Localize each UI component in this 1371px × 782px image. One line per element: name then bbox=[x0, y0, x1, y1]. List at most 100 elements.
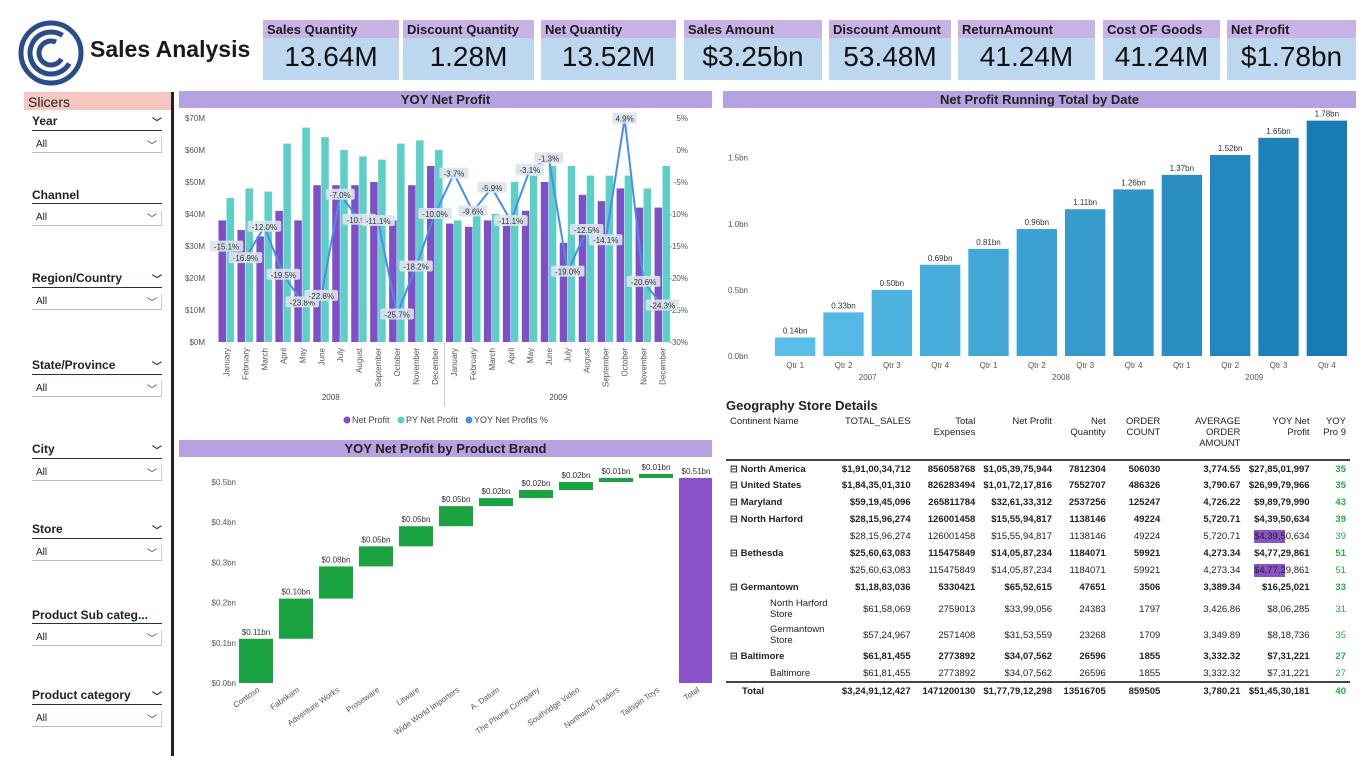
data-label-bg bbox=[588, 234, 623, 246]
py-net-profit-bar bbox=[321, 137, 329, 342]
data-label: 4.9% bbox=[615, 115, 633, 124]
slicer-dropdown[interactable]: All ﹀ bbox=[32, 465, 162, 481]
y2-tick-label: -5% bbox=[674, 178, 688, 187]
slicer-dropdown[interactable]: All ﹀ bbox=[32, 381, 162, 397]
year-group-label: 2008 bbox=[1052, 373, 1070, 382]
table-cell: $65,52,615 bbox=[1004, 582, 1053, 593]
chevron-down-icon[interactable]: ﹀ bbox=[152, 118, 162, 129]
slicer-label: Year bbox=[32, 114, 58, 128]
x-tick-label: February bbox=[469, 348, 478, 380]
table-cell: 26596 bbox=[1079, 651, 1106, 662]
kpi-value: $1.78bn bbox=[1240, 41, 1343, 72]
column-header[interactable]: YOY Net Profit bbox=[1272, 416, 1310, 438]
table-row[interactable]: ⊟ Germantown $1,18,83,036 5330421 $65,52,61… bbox=[726, 579, 1350, 596]
x-tick-label: Qtr 4 bbox=[1125, 361, 1143, 370]
table-row[interactable]: Baltimore $61,81,455 2773892 $34,07,562 2659… bbox=[726, 665, 1350, 682]
table-cell: $1,05,39,75,944 bbox=[979, 459, 1057, 477]
data-label-bg bbox=[418, 208, 452, 219]
chevron-down-icon[interactable]: ﹀ bbox=[152, 362, 162, 373]
data-label: -22.8% bbox=[309, 292, 334, 301]
x-tick-label: A. Datum bbox=[469, 685, 502, 712]
x-tick-label: August bbox=[355, 347, 364, 373]
table-row[interactable]: ⊟ Bethesda $25,60,63,083 115475849 $14,05,8… bbox=[726, 545, 1350, 562]
slicer-dropdown[interactable]: All ﹀ bbox=[32, 630, 162, 646]
y-tick-label: $0.1bn bbox=[212, 639, 236, 648]
slicer-state-province[interactable]: State/Province ﹀ All ﹀ bbox=[32, 358, 162, 397]
column-header[interactable]: YOY Pro 9 bbox=[1323, 416, 1346, 438]
slicer-dropdown[interactable]: All ﹀ bbox=[32, 545, 162, 561]
slicer-channel[interactable]: Channel All ﹀ bbox=[32, 188, 162, 226]
table-row[interactable]: ⊟ North Harford $28,15,96,274 126001458 $15… bbox=[726, 511, 1350, 528]
column-header[interactable]: Total Expenses bbox=[933, 416, 976, 438]
slicer-city[interactable]: City ﹀ All ﹀ bbox=[32, 442, 162, 481]
column-header[interactable]: TOTAL_SALES bbox=[844, 416, 911, 427]
chevron-down-icon[interactable]: ﹀ bbox=[152, 275, 162, 286]
table-cell: 51 bbox=[1335, 548, 1346, 559]
column-header[interactable]: Net Profit bbox=[1012, 416, 1053, 427]
net-profit-bar bbox=[559, 242, 568, 342]
yoy-net-profit-chart[interactable]: $0M $10M $20M $30M $40M $50M $60M $70M 5% 0% -5% -1… bbox=[179, 108, 712, 433]
table-row[interactable]: North Harford Store $61,58,069 2759013 $33,… bbox=[726, 596, 1350, 622]
table-cell: 125247 bbox=[1128, 497, 1161, 508]
legend-marker bbox=[397, 416, 405, 424]
slicer-dropdown[interactable]: All ﹀ bbox=[32, 137, 162, 153]
row-name-cell: Baltimore bbox=[770, 667, 811, 679]
kpi-sales-amount[interactable]: Sales Amount $3.25bn bbox=[684, 20, 822, 80]
chevron-down-icon: ﹀ bbox=[147, 298, 157, 309]
chevron-down-icon[interactable]: ﹀ bbox=[152, 526, 162, 537]
chevron-down-icon[interactable]: ﹀ bbox=[152, 446, 162, 457]
table-cell: 39 bbox=[1335, 514, 1346, 525]
net-profit-bar bbox=[635, 207, 644, 342]
table-row[interactable]: Total $3,24,91,12,427 1471200130 $1,77,79,1… bbox=[726, 681, 1350, 699]
kpi-sales-quantity[interactable]: Sales Quantity 13.64M bbox=[263, 20, 399, 80]
chevron-down-icon[interactable]: ﹀ bbox=[152, 692, 162, 703]
table-row[interactable]: ⊟ Baltimore $61,81,455 2773892 $34,07,562 26… bbox=[726, 648, 1350, 665]
table-cell: 115475849 bbox=[928, 565, 976, 576]
column-header[interactable]: Continent Name bbox=[730, 416, 799, 427]
table-row[interactable]: Germantown Store $57,24,967 2571408 $31,53,… bbox=[726, 622, 1350, 648]
slicer-dropdown[interactable]: All ﹀ bbox=[32, 294, 162, 310]
table-cell: 35 bbox=[1335, 629, 1346, 641]
slicer-value: All bbox=[36, 212, 48, 223]
kpi-discount-quantity[interactable]: Discount Quantity 1.28M bbox=[403, 20, 534, 80]
y-tick-label: 0.5bn bbox=[728, 286, 748, 295]
column-header[interactable]: Net Quantity bbox=[1070, 416, 1106, 438]
slicer-label: Product category bbox=[32, 688, 131, 702]
column-header[interactable]: ORDER COUNT bbox=[1125, 416, 1161, 438]
kpi-net-profit[interactable]: Net Profit $1.78bn bbox=[1227, 20, 1356, 80]
legend-marker bbox=[343, 416, 351, 424]
kpi-return-amount[interactable]: ReturnAmount 41.24M bbox=[958, 20, 1095, 80]
kpi-value: 41.24M bbox=[979, 41, 1074, 72]
table-cell: $9,89,79,990 bbox=[1254, 497, 1310, 508]
data-label-bg bbox=[515, 163, 545, 175]
geography-store-table[interactable]: Continent Name TOTAL_SALES Total Expenses N… bbox=[726, 414, 1350, 699]
table-row[interactable]: ⊟ United States $1,84,35,01,310 826283494 $… bbox=[726, 477, 1350, 494]
table-cell: $33,99,056 bbox=[1004, 603, 1053, 615]
slicer-dropdown[interactable]: All ﹀ bbox=[32, 711, 162, 727]
brand-bar bbox=[359, 546, 393, 567]
bar-data-label: $0.02bn bbox=[482, 487, 511, 496]
running-total-chart[interactable]: 0.0bn 0.5bn 1.0bn 1.5bn 0.14bn Qtr 1 0.33bn Qtr… bbox=[723, 108, 1356, 388]
kpi-discount-amount[interactable]: Discount Amount 53.48M bbox=[829, 20, 951, 80]
slicer-store[interactable]: Store ﹀ All ﹀ bbox=[32, 522, 162, 561]
data-label: -25.7% bbox=[384, 310, 409, 319]
brand-bar bbox=[319, 566, 353, 599]
row-name-cell: Total bbox=[726, 681, 838, 699]
table-row[interactable]: $25,60,63,083 115475849 $14,05,87,234 11840… bbox=[726, 562, 1350, 579]
column-header[interactable]: AVERAGE ORDER AMOUNT bbox=[1195, 416, 1241, 449]
kpi-net-quantity[interactable]: Net Quantity 13.52M bbox=[541, 20, 676, 80]
slicer-dropdown[interactable]: All ﹀ bbox=[32, 210, 162, 226]
table-row[interactable]: ⊟ Maryland $59,19,45,096 265811784 $32,61,3… bbox=[726, 494, 1350, 511]
slicer-region-country[interactable]: Region/Country ﹀ All ﹀ bbox=[32, 271, 162, 310]
slicer-product-category[interactable]: Product category ﹀ All ﹀ bbox=[32, 688, 162, 727]
kpi-label: Sales Quantity bbox=[263, 20, 399, 38]
kpi-cost-of-goods[interactable]: Cost OF Goods 41.24M bbox=[1103, 20, 1220, 80]
brand-waterfall-chart[interactable]: $0.0bn $0.1bn $0.2bn $0.3bn $0.4bn $0.5bn $0.1… bbox=[179, 457, 712, 757]
table-row[interactable]: ⊟ North America $1,91,00,34,712 856058768 $… bbox=[726, 459, 1350, 477]
table-row[interactable]: $28,15,96,274 126001458 $15,55,94,817 11381… bbox=[726, 528, 1350, 545]
slicer-year[interactable]: Year ﹀ All ﹀ bbox=[32, 114, 162, 153]
slicer-product-subcategory[interactable]: Product Sub categ... All ﹀ bbox=[32, 608, 162, 646]
year-group-label: 2007 bbox=[859, 373, 877, 382]
year-group-label: 2009 bbox=[1245, 373, 1263, 382]
x-tick-label: Total bbox=[682, 685, 701, 702]
